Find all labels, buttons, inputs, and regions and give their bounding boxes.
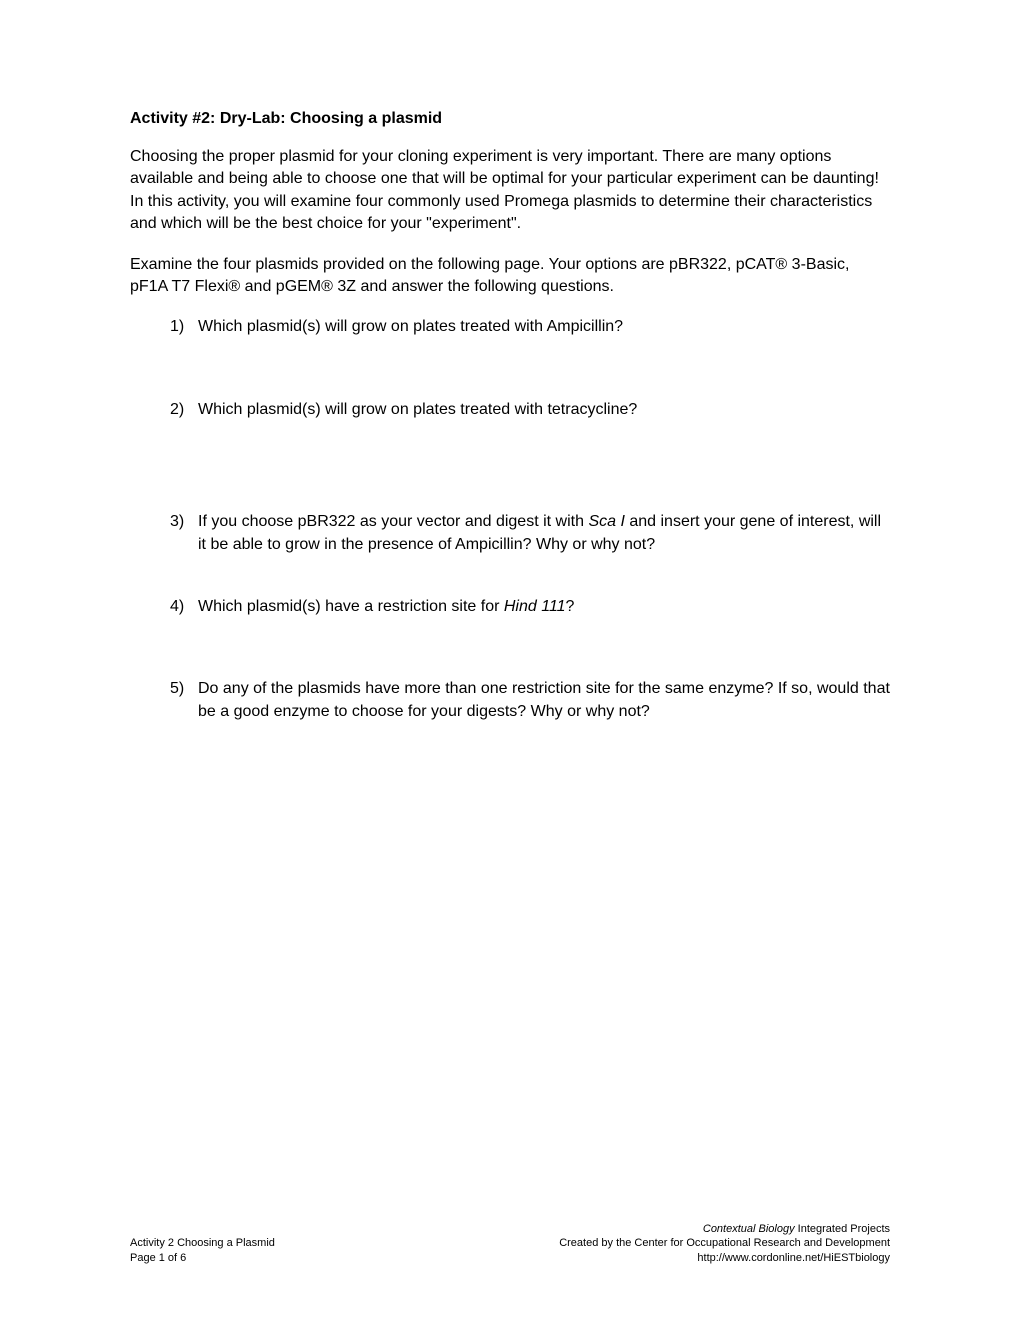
footer-creator: Created by the Center for Occupational R… xyxy=(559,1236,890,1250)
question-text-after: ? xyxy=(566,598,575,615)
question-text: Which plasmid(s) will grow on plates tre… xyxy=(198,401,637,418)
question-text-before: Which plasmid(s) have a restriction site… xyxy=(198,598,504,615)
footer-url: http://www.cordonline.net/HiESTbiology xyxy=(559,1251,890,1265)
question-text: Do any of the plasmids have more than on… xyxy=(198,680,890,719)
question-number: 4) xyxy=(170,596,184,618)
question-number: 2) xyxy=(170,399,184,421)
footer-left: Activity 2 Choosing a Plasmid Page 1 of … xyxy=(130,1236,275,1265)
footer-italic-title: Contextual Biology xyxy=(703,1223,795,1235)
intro-paragraph-2: Examine the four plasmids provided on th… xyxy=(130,254,890,299)
questions-list: 1) Which plasmid(s) will grow on plates … xyxy=(130,316,890,723)
footer-right: Contextual Biology Integrated Projects C… xyxy=(559,1222,890,1265)
page-footer: Activity 2 Choosing a Plasmid Page 1 of … xyxy=(130,1222,890,1265)
document-title: Activity #2: Dry-Lab: Choosing a plasmid xyxy=(130,110,890,128)
question-italic: Sca I xyxy=(588,513,624,530)
question-5: 5) Do any of the plasmids have more than… xyxy=(170,678,890,723)
question-3: 3) If you choose pBR322 as your vector a… xyxy=(170,511,890,556)
question-number: 1) xyxy=(170,316,184,338)
question-text: Which plasmid(s) will grow on plates tre… xyxy=(198,318,623,335)
footer-title-rest: Integrated Projects xyxy=(795,1223,890,1235)
question-number: 3) xyxy=(170,511,184,533)
footer-activity-name: Activity 2 Choosing a Plasmid xyxy=(130,1236,275,1250)
question-italic: Hind 111 xyxy=(504,598,566,615)
question-2: 2) Which plasmid(s) will grow on plates … xyxy=(170,399,890,421)
footer-project-title: Contextual Biology Integrated Projects xyxy=(559,1222,890,1236)
question-4: 4) Which plasmid(s) have a restriction s… xyxy=(170,596,890,618)
footer-page-number: Page 1 of 6 xyxy=(130,1251,275,1265)
question-1: 1) Which plasmid(s) will grow on plates … xyxy=(170,316,890,338)
question-text-before: If you choose pBR322 as your vector and … xyxy=(198,513,588,530)
intro-paragraph-1: Choosing the proper plasmid for your clo… xyxy=(130,146,890,236)
question-number: 5) xyxy=(170,678,184,700)
